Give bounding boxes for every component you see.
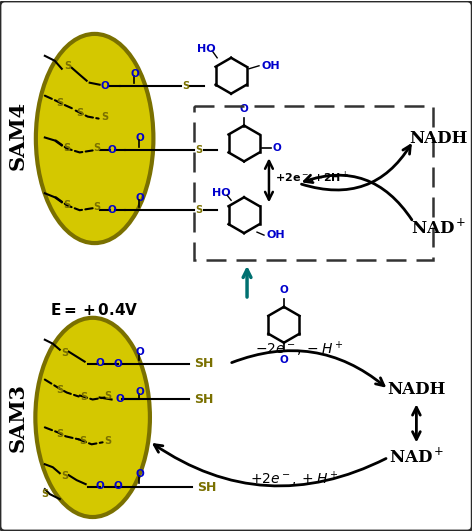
Text: S: S bbox=[196, 145, 203, 155]
Text: NADH: NADH bbox=[409, 130, 467, 147]
Text: HO: HO bbox=[212, 188, 230, 198]
Text: OH: OH bbox=[267, 230, 286, 240]
Text: O: O bbox=[95, 481, 104, 491]
Text: HO: HO bbox=[197, 44, 216, 54]
Text: S: S bbox=[41, 489, 48, 499]
Text: O: O bbox=[130, 69, 139, 79]
Text: S: S bbox=[80, 393, 87, 403]
Text: SH: SH bbox=[194, 357, 214, 370]
Text: S: S bbox=[63, 200, 70, 210]
Text: S: S bbox=[93, 202, 100, 212]
Text: S: S bbox=[196, 205, 203, 215]
Text: S: S bbox=[56, 429, 64, 439]
Text: S: S bbox=[61, 348, 68, 358]
Text: S: S bbox=[61, 471, 68, 481]
Text: $-2e^-,-H^+$: $-2e^-,-H^+$ bbox=[255, 340, 343, 359]
Text: SAM3: SAM3 bbox=[8, 383, 28, 452]
Text: S: S bbox=[93, 144, 100, 153]
Text: O: O bbox=[135, 347, 144, 356]
Text: O: O bbox=[135, 193, 144, 203]
Text: O: O bbox=[135, 469, 144, 479]
Text: S: S bbox=[104, 436, 111, 446]
Text: O: O bbox=[280, 355, 288, 364]
Text: S: S bbox=[101, 112, 108, 122]
Text: O: O bbox=[113, 359, 122, 369]
Text: SAM4: SAM4 bbox=[8, 101, 28, 170]
Text: $+2e^-,+H^+$: $+2e^-,+H^+$ bbox=[250, 470, 338, 489]
Text: $\mathbf{E = + 0.4V}$: $\mathbf{E = + 0.4V}$ bbox=[50, 302, 138, 318]
Bar bbox=[194, 106, 433, 260]
Text: S: S bbox=[56, 98, 64, 107]
Text: O: O bbox=[135, 387, 144, 396]
Text: O: O bbox=[273, 144, 281, 153]
Text: O: O bbox=[107, 205, 116, 215]
Text: O: O bbox=[100, 81, 109, 90]
Text: SH: SH bbox=[194, 393, 214, 406]
Text: +2e$^-$,+2H$^+$: +2e$^-$,+2H$^+$ bbox=[275, 170, 349, 187]
Text: S: S bbox=[104, 390, 111, 401]
Text: O: O bbox=[113, 481, 122, 491]
Text: O: O bbox=[115, 395, 124, 404]
Text: NAD$^+$: NAD$^+$ bbox=[410, 219, 466, 238]
Text: S: S bbox=[76, 107, 83, 118]
Text: O: O bbox=[95, 358, 104, 368]
Text: O: O bbox=[107, 145, 116, 155]
Text: O: O bbox=[280, 285, 288, 295]
Text: O: O bbox=[240, 104, 248, 114]
Text: OH: OH bbox=[262, 61, 281, 71]
Text: S: S bbox=[182, 81, 190, 90]
Text: SH: SH bbox=[197, 480, 217, 494]
Text: S: S bbox=[79, 436, 86, 446]
Text: S: S bbox=[64, 61, 71, 71]
Text: S: S bbox=[56, 385, 64, 395]
Ellipse shape bbox=[36, 34, 154, 243]
Ellipse shape bbox=[36, 318, 150, 517]
Text: O: O bbox=[135, 134, 144, 144]
Text: S: S bbox=[63, 144, 70, 153]
Text: NADH: NADH bbox=[387, 381, 446, 398]
Text: NAD$^+$: NAD$^+$ bbox=[389, 447, 444, 467]
